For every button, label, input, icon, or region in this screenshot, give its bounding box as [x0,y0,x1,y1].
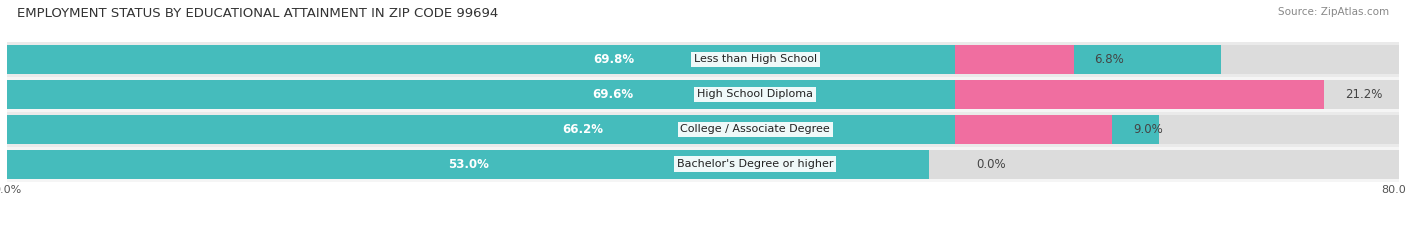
Text: High School Diploma: High School Diploma [697,89,813,99]
Bar [7,115,1399,144]
Text: 9.0%: 9.0% [1133,123,1163,136]
Bar [7,150,1399,179]
Bar [7,45,1399,74]
Bar [7,42,1399,77]
Text: 66.2%: 66.2% [562,123,603,136]
Text: 69.6%: 69.6% [592,88,633,101]
Text: EMPLOYMENT STATUS BY EDUCATIONAL ATTAINMENT IN ZIP CODE 99694: EMPLOYMENT STATUS BY EDUCATIONAL ATTAINM… [17,7,498,20]
Text: Less than High School: Less than High School [693,55,817,64]
Text: 69.8%: 69.8% [593,53,636,66]
Text: Source: ZipAtlas.com: Source: ZipAtlas.com [1278,7,1389,17]
Bar [955,45,1074,74]
Bar [955,115,1112,144]
Bar [7,77,1399,112]
Text: 0.0%: 0.0% [976,158,1005,171]
Text: 21.2%: 21.2% [1346,88,1382,101]
Bar [7,147,1399,182]
Bar [7,150,929,179]
Bar [955,80,1324,109]
Text: 53.0%: 53.0% [447,158,488,171]
Bar [7,80,1218,109]
Legend: In Labor Force, Unemployed: In Labor Force, Unemployed [603,230,803,233]
Text: College / Associate Degree: College / Associate Degree [681,124,830,134]
Bar [7,80,1399,109]
Bar [7,115,1159,144]
Bar [7,112,1399,147]
Text: Bachelor's Degree or higher: Bachelor's Degree or higher [676,159,834,169]
Bar [7,45,1222,74]
Text: 6.8%: 6.8% [1094,53,1125,66]
